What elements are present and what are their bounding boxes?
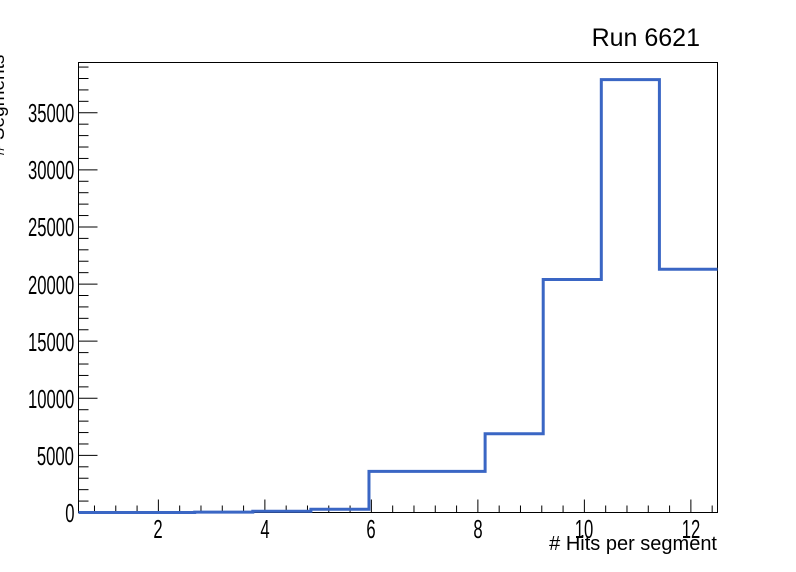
x-tick-label: 6 [366,514,377,544]
x-tick-label: 10 [575,514,594,544]
y-tick-label: 5000 [36,440,74,471]
y-tick-label: 20000 [27,269,74,300]
y-tick-label: 10000 [27,383,74,414]
x-tick-label: 4 [260,514,270,544]
y-tick-label: 35000 [27,98,74,129]
x-axis-title: # Hits per segment [549,533,717,555]
x-tick-label: 2 [153,514,164,544]
x-tick-label: 8 [473,514,483,544]
y-tick-label: 25000 [27,212,74,243]
y-tick-label: 30000 [27,155,74,186]
x-tick-label: 12 [681,514,701,544]
y-tick-label: 0 [64,498,74,528]
plot-frame [78,62,718,513]
y-tick-label: 15000 [27,326,74,357]
chart-title: Run 6621 [591,24,700,52]
y-axis-title: # Segments [0,54,9,156]
histogram-line [78,78,718,514]
